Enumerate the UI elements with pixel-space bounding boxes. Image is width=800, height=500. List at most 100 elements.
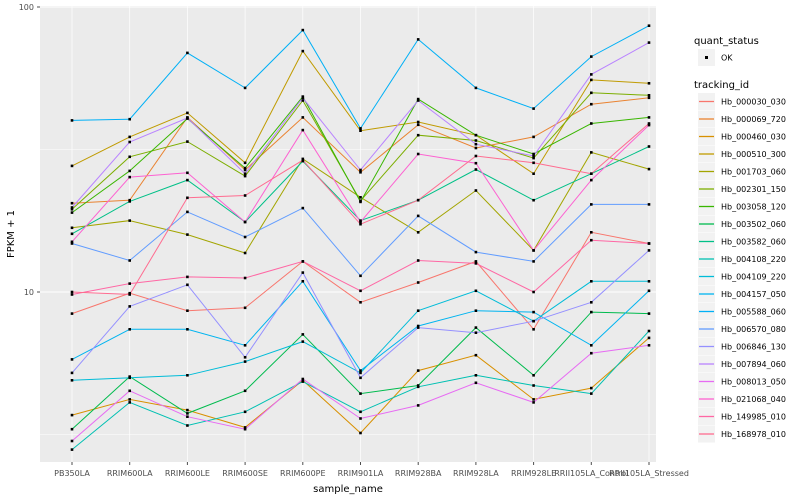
data-point — [243, 356, 247, 359]
data-point — [243, 172, 247, 175]
data-point — [70, 208, 74, 211]
data-point — [532, 154, 535, 158]
data-point — [128, 169, 131, 173]
data-point — [70, 119, 74, 122]
data-point — [186, 210, 189, 214]
data-point — [186, 111, 189, 115]
data-point — [70, 232, 74, 236]
data-point — [474, 374, 478, 377]
x-tick-label: RRIM600SE — [222, 469, 268, 478]
data-point — [359, 129, 362, 132]
data-point — [243, 235, 247, 239]
data-point — [532, 290, 535, 294]
data-point — [70, 427, 74, 431]
data-point — [532, 398, 535, 401]
legend-item-Hb_004157_050: Hb_004157_050 — [698, 285, 786, 303]
data-point — [301, 333, 305, 336]
data-point — [590, 55, 593, 58]
data-point — [301, 28, 305, 32]
data-point — [532, 172, 535, 175]
legend-label-tracking: Hb_000460_030 — [721, 133, 786, 142]
data-point — [301, 128, 305, 132]
data-point — [474, 260, 478, 263]
data-point — [70, 226, 74, 230]
data-point — [474, 326, 478, 329]
data-point — [186, 116, 189, 120]
data-point — [243, 410, 247, 414]
data-point — [243, 174, 247, 178]
data-point — [70, 293, 74, 296]
data-point — [590, 73, 593, 76]
data-point — [128, 401, 131, 404]
data-point — [128, 376, 131, 380]
data-point — [70, 379, 74, 382]
legend-item-Hb_003582_060: Hb_003582_060 — [698, 233, 786, 250]
data-point — [186, 178, 189, 182]
data-point — [186, 196, 189, 200]
data-point — [359, 200, 362, 204]
data-point — [416, 309, 420, 312]
data-point — [128, 117, 131, 121]
data-point — [128, 175, 131, 179]
data-point — [359, 417, 362, 420]
data-point — [647, 123, 651, 127]
legend-label-tracking: Hb_149985_010 — [721, 413, 786, 422]
legend-item-Hb_005588_060: Hb_005588_060 — [698, 303, 786, 320]
legend-item-Hb_000460_030: Hb_000460_030 — [698, 128, 786, 145]
data-point — [70, 413, 74, 417]
data-point — [532, 107, 535, 110]
data-point — [243, 161, 247, 165]
data-point — [474, 154, 478, 158]
data-point — [474, 262, 478, 265]
data-point — [243, 427, 247, 431]
data-point — [301, 271, 305, 274]
data-point — [359, 392, 362, 395]
data-point — [647, 116, 651, 119]
legend-item-Hb_004109_220: Hb_004109_220 — [698, 268, 786, 285]
data-point — [301, 96, 305, 100]
data-point — [70, 290, 74, 294]
data-point — [532, 156, 535, 160]
data-point — [590, 203, 593, 206]
data-point — [70, 201, 74, 205]
legend-label-tracking: Hb_004108_220 — [721, 255, 786, 264]
data-point — [128, 140, 131, 144]
legend-item-Hb_007894_060: Hb_007894_060 — [698, 355, 786, 373]
data-point — [70, 240, 74, 244]
data-point — [301, 340, 305, 343]
data-point — [416, 385, 420, 389]
legend-label-tracking: Hb_002301_150 — [721, 185, 786, 194]
legend-label-tracking: Hb_004157_050 — [721, 290, 786, 299]
data-point — [359, 219, 362, 222]
data-point — [647, 203, 651, 206]
data-point — [647, 312, 651, 315]
x-tick-label: RRIM600PE — [280, 469, 326, 478]
x-tick-label: RRII105LA_Stressed — [609, 469, 689, 478]
data-point — [70, 164, 74, 168]
data-point — [647, 145, 651, 148]
data-point — [532, 319, 535, 323]
data-point — [590, 392, 593, 395]
data-point — [474, 161, 478, 165]
legend-label-tracking: Hb_021068_040 — [721, 395, 786, 404]
data-point — [70, 211, 74, 214]
data-point — [647, 96, 651, 100]
data-point — [301, 116, 305, 119]
data-point — [186, 412, 189, 415]
data-point — [186, 51, 189, 55]
data-point — [590, 151, 593, 154]
data-point — [474, 139, 478, 142]
data-point — [70, 448, 74, 451]
x-tick-label: RRIM928BA — [395, 469, 442, 478]
data-point — [186, 328, 189, 331]
legend-item-Hb_000069_720: Hb_000069_720 — [698, 110, 786, 128]
data-point — [70, 358, 74, 361]
legend-title-tracking-id: tracking_id — [694, 80, 749, 91]
data-point — [359, 410, 362, 414]
data-point — [647, 249, 651, 252]
data-point — [647, 242, 651, 245]
data-point — [474, 189, 478, 192]
data-point — [532, 374, 535, 377]
legend-label-tracking: Hb_006570_080 — [721, 325, 786, 334]
